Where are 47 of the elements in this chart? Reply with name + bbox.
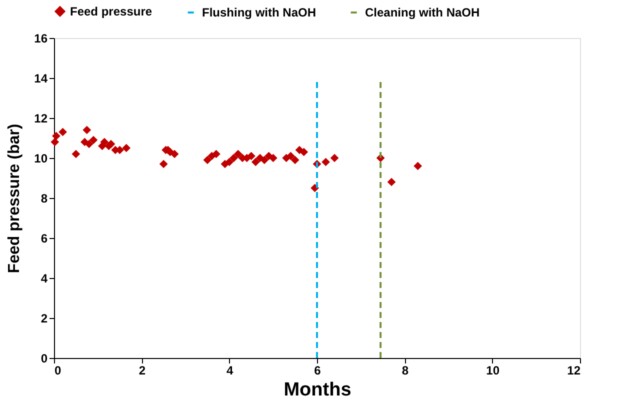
point: [84, 140, 94, 148]
point: [82, 126, 92, 134]
x-tick-label: 0: [54, 364, 62, 378]
point: [89, 136, 98, 144]
y-tick-label: 16: [34, 32, 48, 46]
point: [330, 154, 339, 162]
point: [170, 150, 179, 158]
point: [260, 156, 269, 164]
x-tick-label: 2: [138, 364, 146, 378]
point: [234, 150, 242, 158]
x-axis-title: Months: [284, 380, 352, 400]
x-tick-label: 12: [567, 364, 581, 378]
point: [52, 132, 60, 140]
point: [247, 152, 256, 160]
y-tick-label: 6: [40, 232, 48, 246]
legend-label: Cleaning with NaOH: [365, 6, 480, 20]
point: [58, 128, 67, 136]
point: [212, 150, 220, 158]
point: [300, 148, 308, 156]
point: [159, 160, 168, 168]
y-tick-label: 14: [34, 72, 48, 86]
y-tick-label: 8: [40, 192, 48, 206]
y-tick-label: 4: [40, 272, 48, 286]
point: [286, 152, 295, 160]
point: [387, 178, 396, 186]
legend-label: Feed pressure: [70, 4, 152, 18]
point: [230, 154, 238, 162]
point: [251, 158, 260, 166]
point: [203, 156, 212, 164]
x-tick-label: 10: [486, 364, 500, 378]
y-tick-label: 10: [34, 152, 48, 166]
x-tick-label: 8: [402, 364, 409, 378]
legend-label: Flushing with NaOH: [202, 6, 316, 20]
y-tick-label: 2: [40, 312, 48, 326]
point: [106, 140, 116, 148]
point: [414, 162, 422, 170]
point: [322, 158, 330, 166]
point: [290, 156, 300, 164]
y-axis-title: Feed pressure (bar): [6, 124, 24, 274]
y-tick-label: 12: [34, 112, 48, 126]
point: [122, 144, 131, 152]
x-tick-label: 4: [226, 364, 234, 378]
x-tick-label: 6: [314, 364, 322, 378]
point: [50, 138, 60, 146]
point: [225, 158, 234, 166]
y-tick-label: 0: [40, 352, 48, 366]
point: [72, 150, 80, 158]
